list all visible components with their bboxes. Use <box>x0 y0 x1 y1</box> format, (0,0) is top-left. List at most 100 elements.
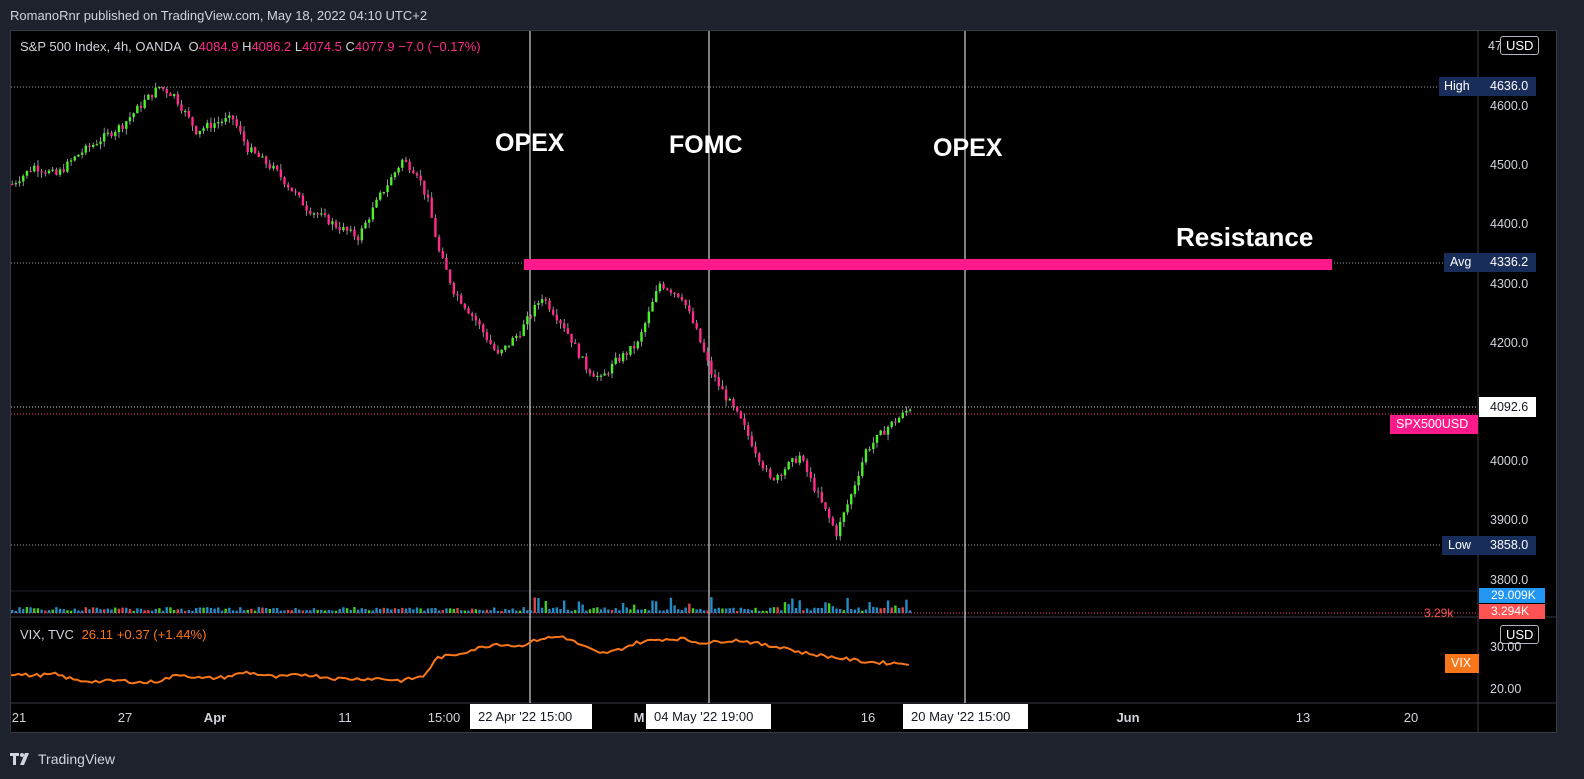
opex-label-2[interactable]: OPEX <box>933 134 1003 162</box>
candle-body <box>84 145 87 153</box>
candle-body <box>342 226 345 231</box>
candle-body <box>349 229 352 231</box>
volume-bar <box>596 607 599 613</box>
fomc-label[interactable]: FOMC <box>669 131 743 159</box>
price-tick-top-partial: 47 <box>1488 39 1502 53</box>
candle-body <box>886 426 890 435</box>
candle-body <box>338 227 341 231</box>
volume-bar <box>563 600 566 613</box>
volume-bar <box>673 605 676 613</box>
low-value-tag: 3858.0 <box>1479 536 1536 555</box>
volume-bar <box>375 607 378 613</box>
opex-label-1[interactable]: OPEX <box>495 129 565 157</box>
volume-bar <box>44 610 47 613</box>
volume-bar <box>114 607 117 613</box>
candle-body <box>125 121 128 129</box>
volume-bar <box>77 610 80 613</box>
candle-body <box>345 226 349 231</box>
candle-body <box>724 389 728 401</box>
volume-bar <box>393 608 397 613</box>
candle-body <box>257 152 260 158</box>
volume-bar <box>666 609 669 613</box>
volume-bar <box>776 607 779 613</box>
footer[interactable]: TradingView <box>10 751 115 767</box>
volume-bar <box>147 610 150 613</box>
volume-bar <box>592 607 595 613</box>
price-tick: 4200.0 <box>1490 335 1529 350</box>
candle-body <box>831 517 835 526</box>
volume-bar <box>533 597 536 613</box>
candle-body <box>110 132 113 137</box>
volume-bar <box>614 608 617 613</box>
resistance-label[interactable]: Resistance <box>1176 222 1314 252</box>
candle-body <box>791 458 794 463</box>
volume-bar <box>139 608 143 613</box>
candle-body <box>437 236 441 251</box>
volume-bar <box>371 610 375 613</box>
candle-body <box>688 305 691 312</box>
vix-tick-30: 30.00 <box>1490 640 1522 654</box>
candle-body <box>747 425 750 436</box>
volume-bar <box>621 602 625 613</box>
candle-body <box>176 94 179 105</box>
vix-currency-button[interactable]: USD <box>1500 625 1540 644</box>
candle-body <box>551 309 555 315</box>
candle-body <box>404 159 408 162</box>
volume-bar <box>548 608 551 613</box>
volume-bar <box>69 610 73 613</box>
candle-body <box>739 411 743 419</box>
candle-body <box>596 375 599 378</box>
volume-bar <box>110 609 113 613</box>
volume-bar <box>390 609 393 613</box>
volume-bar <box>379 608 382 613</box>
volume-bar <box>349 610 352 613</box>
candle-body <box>735 406 739 412</box>
volume-bar <box>191 610 194 613</box>
time-label-apr: Apr <box>203 710 227 725</box>
volume-partial-label: 3.29k <box>1424 607 1454 617</box>
vix-legend-value: 26.11 <box>81 627 114 642</box>
candle-body <box>106 132 110 134</box>
candle-body <box>632 345 636 349</box>
legend-l-label: L <box>294 39 303 54</box>
volume-bar <box>636 609 639 613</box>
volume-bar <box>386 608 389 613</box>
candle-body <box>673 292 676 294</box>
candle-body <box>301 195 305 206</box>
candle-body <box>555 314 559 321</box>
volume-bar <box>879 608 882 613</box>
currency-button[interactable]: USD <box>1500 36 1540 55</box>
volume-bar <box>290 610 294 613</box>
volume-bar <box>529 610 533 613</box>
volume-bar <box>169 607 172 613</box>
volume-bar <box>691 608 695 613</box>
time-box-fomc: 04 May '22 19:00 <box>646 704 771 729</box>
vix-line <box>10 635 910 685</box>
candle-body <box>621 353 625 362</box>
volume-bar <box>125 607 128 613</box>
volume-bar <box>22 609 25 613</box>
vix-tick-20: 20.00 <box>1490 682 1522 696</box>
legend-h-value: 4086.2 <box>251 39 292 54</box>
last-price-tag: 4092.6 <box>1479 397 1536 417</box>
volume-bar <box>835 608 838 613</box>
chart-frame[interactable] <box>10 30 1557 733</box>
volume-bar <box>467 610 470 613</box>
candle-body <box>857 475 860 486</box>
candle-body <box>540 299 544 304</box>
candle-body <box>40 171 43 173</box>
volume-bar <box>794 607 798 613</box>
volume-bar <box>603 607 606 613</box>
volume-bar <box>504 608 507 613</box>
volume-bar <box>607 609 610 613</box>
volume-bar <box>743 609 746 613</box>
volume-bar <box>301 610 305 613</box>
low-tag: Low <box>1442 536 1479 555</box>
candle-body <box>574 342 577 345</box>
volume-bar <box>846 597 849 613</box>
volume-bar <box>99 609 102 613</box>
volume-bar <box>121 607 124 613</box>
volume-bar <box>706 610 709 613</box>
volume-bar <box>482 610 485 613</box>
